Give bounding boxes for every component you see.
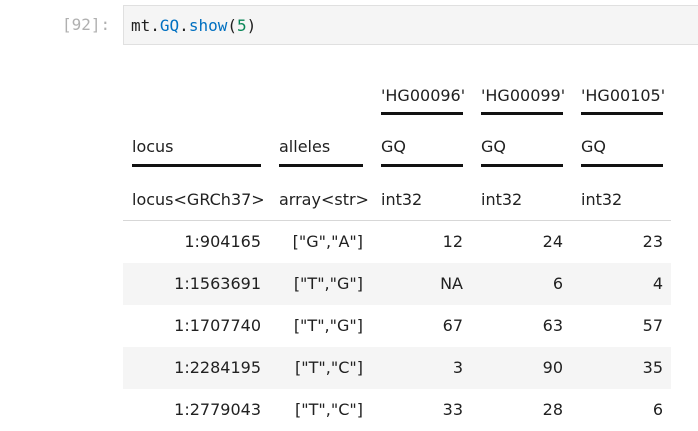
gq-cell: 67 [442,316,463,335]
code-input-cell[interactable]: mt.GQ.show(5) [123,5,698,45]
gq-cell: 57 [642,316,663,335]
alleles-cell: ["T","G"] [293,274,363,293]
code-paren-open: ( [227,16,237,35]
table-row: 1:1563691 ["T","G"] NA 6 4 [123,263,671,305]
header-rule [581,164,663,167]
header-rule [581,112,663,115]
type-header-gq: int32 [581,190,623,209]
alleles-cell: ["T","C"] [295,400,363,419]
column-header-gq: GQ [381,137,406,156]
header-rule [481,164,563,167]
header-rule [481,112,563,115]
code-paren-close: ) [246,16,257,35]
table-row: 1:2284195 ["T","C"] 3 90 35 [123,347,671,389]
header-rule [381,112,463,115]
column-header-gq: GQ [481,137,506,156]
type-header-gq: int32 [381,190,423,209]
header-rule [132,164,261,167]
gq-cell: 4 [652,274,663,293]
gq-cell: 23 [642,232,663,251]
alleles-cell: ["T","C"] [295,358,363,377]
gq-cell: 33 [442,400,463,419]
code-dot: . [179,16,189,35]
sample-header-hg00099: 'HG00099' [481,86,566,105]
gq-cell: 28 [542,400,563,419]
header-separator [123,220,671,221]
column-header-alleles: alleles [279,137,331,156]
gq-cell: 12 [442,232,463,251]
header-rule [381,164,463,167]
table-row: 1:2779043 ["T","C"] 33 28 6 [123,389,671,431]
column-header-locus: locus [132,137,174,156]
gq-cell: 6 [552,274,563,293]
header-rule [279,164,363,167]
locus-cell: 1:2284195 [174,358,261,377]
code-object: mt [131,16,151,35]
column-header-gq: GQ [581,137,606,156]
input-prompt: [92]: [62,15,111,34]
table-row: 1:904165 ["G","A"] 12 24 23 [123,221,671,263]
locus-cell: 1:1707740 [174,316,261,335]
code-field: GQ [159,16,180,35]
locus-cell: 1:904165 [184,232,261,251]
gq-cell: 63 [542,316,563,335]
gq-cell: 6 [652,400,663,419]
type-header-gq: int32 [481,190,523,209]
table-row: 1:1707740 ["T","G"] 67 63 57 [123,305,671,347]
gq-cell: NA [440,274,463,293]
gq-cell: 90 [542,358,563,377]
gq-cell: 3 [452,358,463,377]
alleles-cell: ["T","G"] [293,316,363,335]
locus-cell: 1:1563691 [174,274,261,293]
locus-cell: 1:2779043 [174,400,261,419]
gq-cell: 24 [542,232,563,251]
code-method: show [188,16,228,35]
sample-header-hg00096: 'HG00096' [381,86,466,105]
code-dot: . [150,16,160,35]
sample-header-hg00105: 'HG00105' [581,86,666,105]
code-line: mt.GQ.show(5) [131,15,256,37]
gq-cell: 35 [642,358,663,377]
code-argument: 5 [236,16,247,35]
type-header-locus: locus<GRCh37> [132,190,265,209]
alleles-cell: ["G","A"] [292,232,363,251]
type-header-alleles: array<str> [279,190,369,209]
